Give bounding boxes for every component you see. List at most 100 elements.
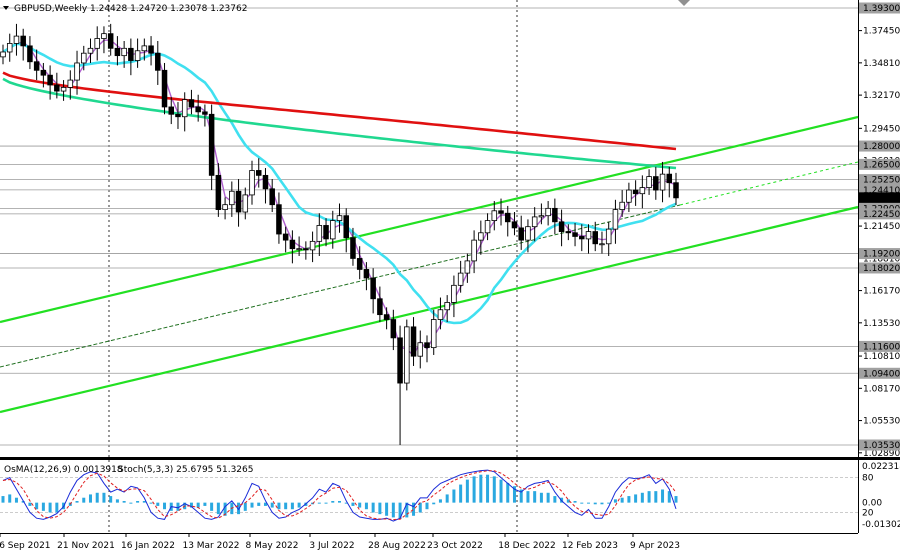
candle-body	[134, 50, 141, 61]
candle-body	[81, 52, 87, 64]
osma-bar	[351, 502, 355, 506]
osma-bar	[667, 491, 671, 503]
osma-bar	[526, 491, 530, 503]
osma-bar	[344, 502, 348, 504]
osma-bar	[257, 502, 261, 506]
osma-bar	[136, 500, 140, 503]
candle-body	[363, 269, 370, 279]
candle-body	[33, 61, 40, 71]
osma-bar	[263, 502, 267, 506]
osma-bar	[250, 502, 254, 508]
level-price-label: 1.09400	[863, 369, 900, 379]
plot-area	[0, 0, 858, 458]
osma-bar	[203, 502, 207, 506]
price-axis: 1.374501.348101.321701.294501.268101.241…	[858, 2, 900, 459]
osma-bar	[216, 502, 220, 515]
candle-body	[646, 176, 652, 188]
candle-body	[141, 45, 148, 52]
osma-bar	[129, 502, 133, 504]
level-price-label: 1.11600	[863, 342, 900, 352]
osma-bar	[324, 502, 328, 504]
osma-bar	[290, 502, 294, 510]
price-tick-label: 1.10810	[863, 352, 900, 362]
candle-body	[330, 220, 336, 240]
header-arrow-icon	[3, 6, 9, 10]
osma-bar	[297, 502, 301, 508]
candle-body	[114, 47, 121, 57]
osma-bar	[533, 491, 537, 503]
price-tick-label: 1.13530	[863, 319, 900, 329]
osma-bar	[102, 492, 106, 503]
vertical-grid	[108, 0, 518, 533]
candle-body	[316, 225, 323, 242]
candle-body	[498, 210, 504, 214]
osma-bar	[600, 502, 604, 505]
candle-body	[639, 187, 646, 195]
ma-line-144	[2, 77, 677, 170]
osma-bar	[338, 500, 341, 503]
time-tick-label: 9 Apr 2023	[630, 541, 680, 551]
candle-body	[101, 33, 107, 39]
osma-bar	[317, 502, 321, 504]
osma-bar	[640, 492, 644, 503]
osma-bar	[506, 482, 510, 503]
osma-bar	[163, 502, 167, 510]
candle-body	[296, 248, 302, 251]
indicator-area	[0, 461, 858, 533]
level-price-label: 1.03530	[863, 441, 900, 451]
level-price-label: 1.28000	[863, 142, 900, 152]
candle-body	[464, 260, 471, 274]
candle-body	[343, 215, 349, 239]
time-tick-label: 12 Feb 2023	[562, 541, 618, 551]
candle-body	[383, 314, 390, 320]
osma-bar	[149, 502, 153, 504]
candle-body	[592, 231, 598, 245]
osma-bar	[358, 502, 362, 508]
indicator-tick-label: 80	[862, 474, 874, 484]
candle-body	[504, 212, 511, 223]
osma-bar	[587, 502, 591, 504]
osma-bar	[196, 502, 200, 508]
candle-body	[175, 113, 181, 118]
level-price-box	[859, 192, 900, 204]
osma-bar	[364, 502, 368, 510]
candle-body	[276, 204, 282, 235]
candle-body	[653, 176, 659, 191]
candle-body	[538, 215, 545, 218]
level-price-label: 1.39300	[863, 4, 900, 14]
osma-bar	[452, 489, 456, 503]
osma-bar	[573, 500, 577, 503]
scroll-marker-icon[interactable]	[678, 0, 690, 6]
osma-bar	[1, 496, 5, 503]
osma-bar	[445, 494, 449, 503]
level-price-label: 1.24410	[863, 186, 900, 196]
indicator-tick-label: -0.013022	[862, 520, 900, 530]
osma-bar	[88, 494, 92, 503]
osma-bar	[176, 502, 180, 511]
osma-bar	[620, 497, 624, 503]
osma-bar	[243, 502, 247, 511]
channel-upper-line	[0, 115, 859, 324]
candle-body	[309, 240, 316, 251]
indicator-tick-label: 0.00	[862, 499, 882, 509]
candle-body	[155, 52, 161, 71]
candle-body	[619, 201, 625, 210]
candle-body	[208, 113, 215, 176]
candle-body	[390, 319, 397, 339]
level-price-label: 1.18020	[863, 264, 900, 274]
candle-body	[262, 174, 269, 190]
level-price-box	[859, 174, 900, 186]
candle-body	[6, 43, 13, 53]
osma-bar	[284, 502, 288, 510]
price-tick-label: 1.34810	[863, 59, 900, 69]
osma-bar	[8, 494, 12, 503]
candle-body	[579, 236, 585, 240]
time-tick-label: 16 Jan 2022	[121, 541, 175, 551]
candle-body	[222, 204, 228, 210]
osma-bar	[432, 502, 436, 505]
candle-body	[585, 231, 592, 240]
osma-bar	[546, 492, 550, 503]
